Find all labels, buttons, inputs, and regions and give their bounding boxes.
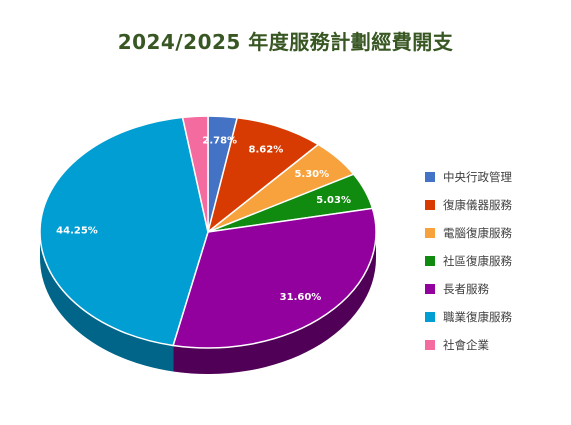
legend-item: 復康儀器服務 (425, 191, 512, 219)
chart-title: 2024/2025 年度服務計劃經費開支 (117, 30, 454, 54)
legend-label: 復康儀器服務 (443, 198, 512, 212)
data-label: 2.78% (202, 136, 237, 147)
data-label: 44.25% (56, 225, 98, 236)
legend-swatch (425, 256, 435, 266)
pie-slice (172, 207, 377, 349)
data-label: 8.62% (249, 144, 284, 155)
legend-item: 社會企業 (425, 331, 512, 359)
pie-slices (39, 115, 377, 349)
pie-side (40, 232, 376, 375)
legend-label: 職業復康服務 (443, 310, 512, 324)
data-labels: 2.78% 8.62% 5.30% 5.03% 31.60% 44.25% (56, 136, 351, 304)
legend-item: 電腦復康服務 (425, 219, 512, 247)
pie-side-segment (40, 232, 174, 372)
legend-swatch (425, 172, 435, 182)
legend-label: 長者服務 (443, 282, 489, 296)
legend-item: 職業復康服務 (425, 303, 512, 331)
data-label: 31.60% (280, 292, 322, 303)
legend-item: 中央行政管理 (425, 163, 512, 191)
pie-slice (207, 117, 320, 233)
legend-label: 社區復康服務 (443, 254, 512, 268)
pie-side-segment (173, 232, 376, 375)
legend-swatch (425, 200, 435, 210)
legend-swatch (425, 284, 435, 294)
data-label: 5.03% (316, 195, 351, 206)
pie-slice (39, 116, 209, 347)
data-label: 5.30% (294, 169, 329, 180)
legend-item: 長者服務 (425, 275, 512, 303)
legend-label: 中央行政管理 (443, 170, 512, 184)
legend-swatch (425, 312, 435, 322)
legend-swatch (425, 228, 435, 238)
legend: 中央行政管理 復康儀器服務 電腦復康服務 社區復康服務 長者服務職業復康服務 社會企業 (425, 163, 512, 359)
legend-label: 社會企業 (443, 338, 489, 352)
legend-swatch (425, 340, 435, 350)
pie-slice (181, 115, 209, 233)
legend-label: 電腦復康服務 (443, 226, 512, 240)
legend-item: 社區復康服務 (425, 247, 512, 275)
